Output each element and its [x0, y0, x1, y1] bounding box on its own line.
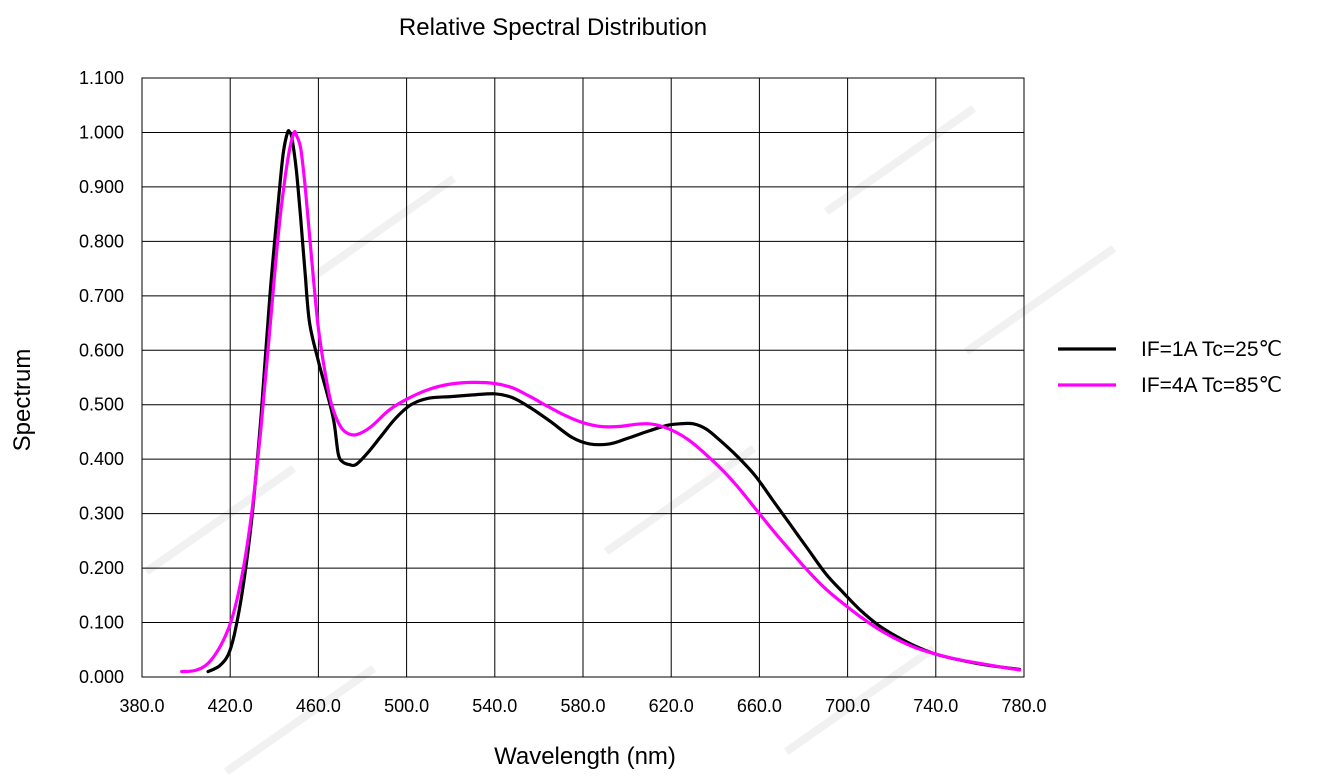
x-tick-label: 380.0 [119, 696, 164, 716]
x-tick-label: 780.0 [1001, 696, 1046, 716]
watermark-mark [603, 445, 757, 555]
y-tick-label: 1.000 [79, 122, 124, 142]
legend: IF=1A Tc=25℃ IF=4A Tc=85℃ [1058, 338, 1282, 397]
y-tick-label: 0.100 [79, 613, 124, 633]
y-tick-label: 0.800 [79, 231, 124, 251]
watermark-mark [823, 105, 977, 215]
y-axis-label: Spectrum [9, 349, 36, 452]
watermark-mark [143, 465, 297, 575]
y-tick-label: 0.300 [79, 504, 124, 524]
series-lines [180, 129, 1022, 674]
y-tick-label: 0.500 [79, 395, 124, 415]
series-line-2 [180, 129, 1022, 674]
x-axis-label: Wavelength (nm) [494, 743, 676, 770]
x-axis-ticks: 380.0 420.0 460.0 500.0 540.0 580.0 620.0 660.0… [119, 696, 1046, 716]
watermark-mark [963, 245, 1117, 355]
legend-label-2: IF=4A Tc=85℃ [1141, 374, 1282, 397]
y-tick-label: 0.400 [79, 449, 124, 469]
x-tick-label: 660.0 [737, 696, 782, 716]
y-tick-label: 0.000 [79, 667, 124, 687]
y-tick-label: 0.600 [79, 340, 124, 360]
watermark-layer [143, 105, 1117, 775]
x-tick-label: 740.0 [913, 696, 958, 716]
series-line-1 [206, 129, 1022, 674]
plot-grid [141, 77, 1025, 678]
x-tick-label: 700.0 [825, 696, 870, 716]
watermark-mark [783, 645, 937, 755]
y-tick-label: 0.700 [79, 286, 124, 306]
y-axis-ticks: 0.000 0.100 0.200 0.300 0.400 0.500 0.600 0.700… [79, 68, 124, 687]
watermark-mark [223, 665, 377, 775]
x-tick-label: 420.0 [208, 696, 253, 716]
y-tick-label: 1.100 [79, 68, 124, 88]
x-tick-label: 620.0 [649, 696, 694, 716]
x-tick-label: 540.0 [472, 696, 517, 716]
x-tick-label: 460.0 [296, 696, 341, 716]
y-tick-label: 0.900 [79, 177, 124, 197]
watermark-mark [303, 175, 457, 285]
legend-label-1: IF=1A Tc=25℃ [1141, 338, 1282, 361]
chart-title: Relative Spectral Distribution [399, 14, 707, 41]
y-tick-label: 0.200 [79, 558, 124, 578]
x-tick-label: 580.0 [560, 696, 605, 716]
x-tick-label: 500.0 [384, 696, 429, 716]
